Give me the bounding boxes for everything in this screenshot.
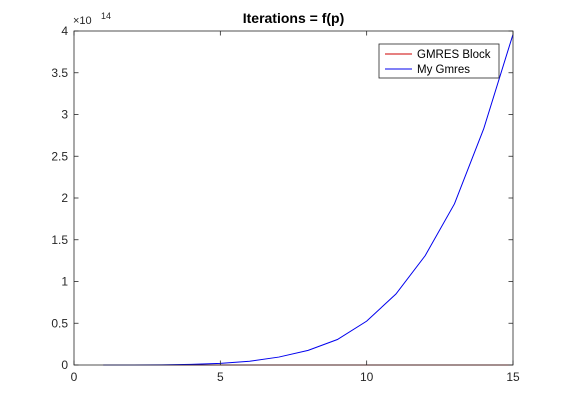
legend-label: GMRES Block [417,49,491,61]
y-tick-label: 1 [61,275,68,289]
y-tick-label: 3 [61,108,68,122]
x-tick-label: 5 [217,370,224,384]
legend-box [378,43,500,79]
y-exponent-base: ×10 [73,15,92,27]
y-tick-label: 3.5 [51,66,68,80]
y-tick-label: 2.5 [51,149,68,163]
y-tick-label: 0.5 [51,316,68,330]
y-tick-label: 0 [61,358,68,372]
x-tick-label: 15 [506,370,520,384]
y-exponent-power: 14 [101,11,111,21]
x-tick-label: 10 [360,370,374,384]
y-exponent-label: ×10 14 [73,11,111,27]
y-tick-label: 4 [61,24,68,38]
legend-label: My Gmres [417,64,470,76]
y-tick-label: 2 [61,191,68,205]
ticks-layer: 0 5 10 15 0 0.5 1 1.5 2 2.5 3 3.5 4 [51,24,520,384]
legend: GMRES Block My Gmres [378,43,500,79]
x-tick-label: 0 [71,370,78,384]
chart-title: Iterations = f(p) [243,10,345,26]
plot-area [74,31,513,365]
y-tick-label: 1.5 [51,233,68,247]
